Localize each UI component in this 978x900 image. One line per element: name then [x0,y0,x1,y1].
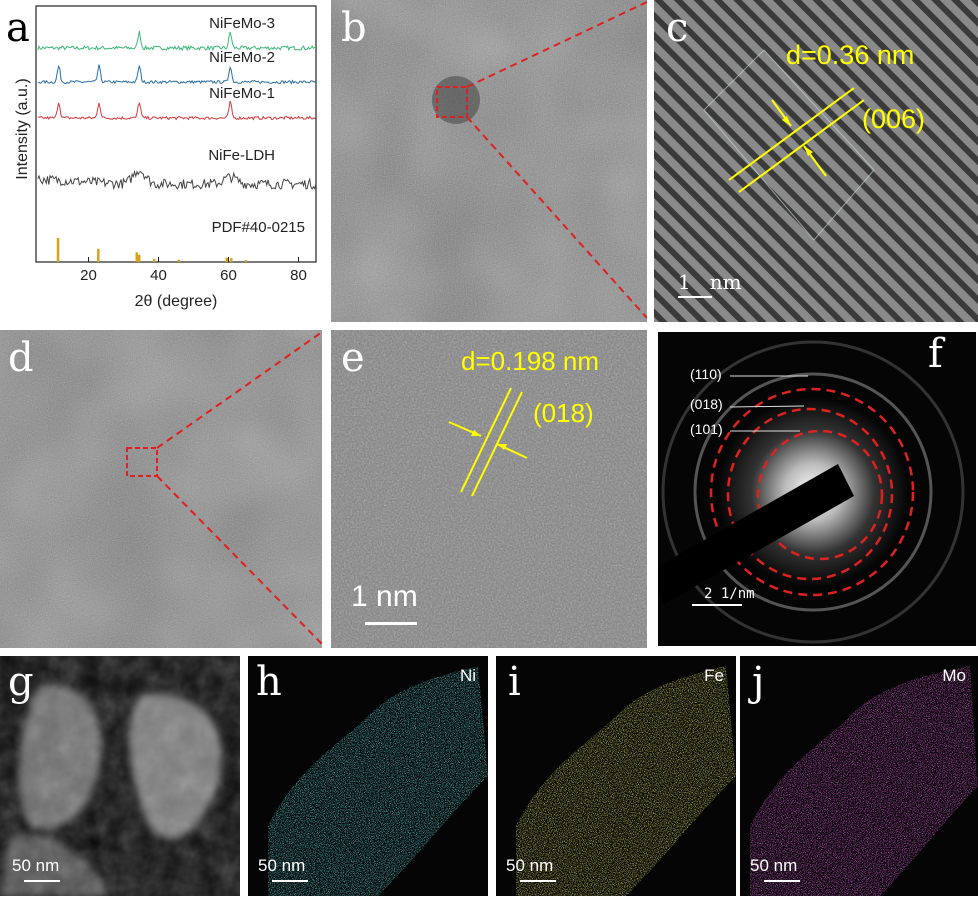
panel-h-ni-map: h Ni 50 nm [248,656,488,896]
plane-label: (006) [862,104,926,134]
scale-bar [764,880,800,882]
legend-label-NiFeMo-3: NiFeMo-3 [209,15,275,32]
legend-label-NiFeMo-2: NiFeMo-2 [209,49,275,66]
ring-101 [756,429,884,561]
ring-label-018: (018) [690,396,723,412]
series-line-NiFe-LDH [37,169,317,191]
x-tick-label: 20 [80,267,97,284]
scale-bar [24,880,60,882]
panel-letter: h [256,659,282,705]
scale-bar-label: 2 1/nm [704,586,755,602]
scale-bar [365,622,417,625]
series-line-NiFeMo-3 [37,30,316,52]
series-line-NiFeMo-1 [37,100,317,121]
panel-d-tem-image: d [0,330,322,648]
xrd-chart-svg: NiFeMo-3 NiFeMo-2 NiFeMo-1 NiFe-LDH PDF#40-0… [35,5,317,310]
element-label: Fe [704,666,724,685]
plot-frame [35,5,317,263]
saed-diffraction [658,340,965,644]
scale-bar-label: 1 nm [678,270,742,294]
scale-bar [520,880,556,882]
zoom-box [126,447,158,477]
panel-c-lattice-image: c d=0.36 nm (006) 1 nm [654,0,978,322]
ring-110 [709,387,915,597]
panel-letter: a [6,5,30,51]
eds-map [496,656,736,896]
ring-018 [726,407,894,581]
panel-a-xrd-chart: NiFeMo-3 NiFeMo-2 NiFeMo-1 NiFe-LDH PDF#40-0… [0,0,322,322]
panel-letter: g [8,659,34,705]
panel-letter: j [752,659,765,705]
tem-texture [331,0,647,322]
panel-j-mo-map: j Mo 50 nm [740,656,978,896]
element-label: Mo [942,666,966,685]
series-line-NiFeMo-2 [37,64,317,85]
reference-label: PDF#40-0215 [212,219,305,236]
scale-bar-label: 50 nm [258,856,306,875]
x-tick-label: 80 [290,267,307,284]
lattice-fringes [654,0,978,322]
scale-bar [678,296,712,298]
panel-letter: d [8,335,34,381]
beam-stop [658,464,854,604]
panel-b-tem-image: b [331,0,647,322]
scale-bar-label: 50 nm [750,856,798,875]
panel-letter: c [666,5,689,51]
ring-label-101: (101) [690,421,723,437]
x-tick-label: 60 [220,267,237,284]
panel-letter: e [341,335,365,381]
scale-bar [272,880,308,882]
element-label: Ni [459,666,476,685]
legend-label-NiFeMo-1: NiFeMo-1 [209,85,275,102]
d-spacing-label: d=0.198 nm [461,346,600,376]
panel-letter: b [341,5,367,51]
ring-label-110: (110) [690,366,722,382]
panel-g-haadf-image: g 50 nm [0,656,240,896]
panel-letter: f [928,332,943,377]
zoom-box [436,86,468,118]
scale-bar [692,604,742,606]
panel-i-fe-map: i Fe 50 nm [496,656,736,896]
scale-bar-label: 50 nm [12,856,60,875]
panel-e-hrtem-image: e d=0.198 nm (018) 1 nm [331,330,647,648]
panel-f-saed-pattern: f (110) (018) (101) 2 1/nm [658,332,976,646]
x-axis-label: 2θ (degree) [135,293,218,310]
eds-map [248,656,488,896]
scale-bar-label: 50 nm [506,856,554,875]
legend-label-NiFe-LDH: NiFe-LDH [208,147,275,164]
eds-map [740,656,978,896]
scale-bar-label: 1 nm [351,580,418,613]
y-axis-label: Intensity (a.u.) [14,78,31,180]
panel-letter: i [508,659,521,705]
tem-texture [331,330,647,648]
d-spacing-label: d=0.36 nm [786,40,915,70]
tem-texture [0,330,322,648]
plane-label: (018) [533,398,594,428]
x-tick-label: 40 [150,267,167,284]
